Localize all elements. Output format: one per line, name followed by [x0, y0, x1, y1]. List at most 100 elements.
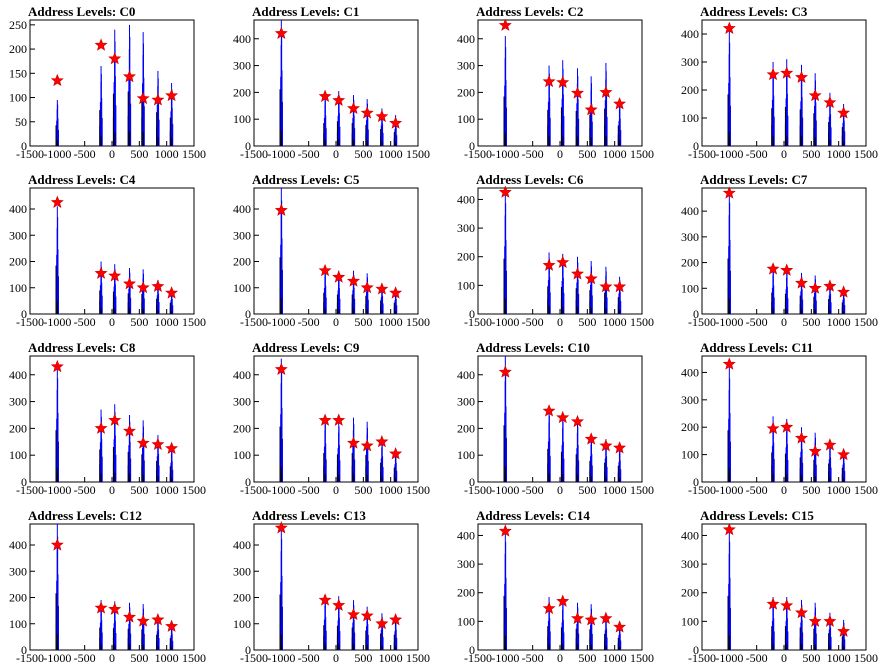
y-tick-label: 150	[9, 66, 27, 80]
x-tick-label: -1500	[688, 147, 716, 161]
y-tick-label: 400	[681, 27, 699, 41]
panel-svg: Address Levels: C15 0 100 200 300 400 -1500 -10…	[681, 508, 878, 665]
y-tick-label: 0	[245, 475, 251, 489]
y-tick-label: 400	[681, 528, 699, 542]
peak-marker-0	[722, 186, 736, 199]
peak-marker-5	[151, 279, 165, 292]
panel-9: Address Levels: C9 0 100 200 300 400 -1500 -100…	[224, 336, 448, 504]
histogram-peak-2	[560, 253, 565, 314]
histogram-peak-3	[127, 268, 132, 314]
peak-marker-0	[50, 73, 64, 87]
peak-marker-5	[599, 611, 613, 625]
y-tick-label: 200	[681, 83, 699, 97]
y-tick-label: 0	[693, 643, 699, 657]
histogram-peak-0	[727, 31, 731, 146]
y-tick-label: 200	[457, 85, 475, 99]
peak-marker-1	[766, 421, 780, 435]
peak-marker-2	[780, 598, 794, 612]
peak-marker-3	[347, 436, 360, 449]
peak-marker-5	[599, 279, 613, 293]
peak-marker-4	[136, 281, 150, 294]
x-tick-label: 1500	[854, 483, 878, 497]
histogram-peak-3	[127, 24, 132, 146]
y-tick-label: 50	[15, 115, 27, 129]
x-tick-label: 1000	[379, 651, 403, 665]
histogram-peak-5	[380, 439, 384, 482]
x-tick-label: 500	[578, 147, 596, 161]
panel-14: Address Levels: C14 0 100 200 300 400 -1500 -10…	[448, 504, 672, 672]
x-tick-label: -1500	[240, 315, 268, 329]
x-tick-label: -1500	[688, 651, 716, 665]
peak-marker-6	[389, 447, 403, 460]
x-tick-label: -500	[746, 651, 768, 665]
x-tick-label: -500	[746, 483, 768, 497]
histogram-peak-1	[771, 597, 775, 650]
histogram-peak-5	[828, 440, 832, 482]
histogram-peak-6	[841, 288, 846, 314]
x-tick-label: -1000	[267, 315, 295, 329]
y-tick-label: 300	[9, 395, 27, 409]
y-tick-label: 200	[9, 591, 27, 605]
peak-marker-4	[808, 614, 822, 627]
x-tick-label: 1500	[854, 651, 878, 665]
panel-svg: Address Levels: C9 0 100 200 300 400 -1500 -100…	[233, 340, 430, 497]
peak-marker-5	[823, 279, 837, 292]
peak-marker-4	[584, 613, 598, 626]
x-tick-label: 1000	[379, 315, 403, 329]
y-tick-label: 300	[681, 230, 699, 244]
panel-title: Address Levels: C10	[476, 340, 590, 355]
x-tick-label: 1000	[155, 147, 179, 161]
x-tick-label: 0	[557, 483, 563, 497]
x-tick-label: 500	[130, 147, 148, 161]
histogram-peak-2	[560, 599, 565, 650]
x-tick-label: -500	[522, 651, 544, 665]
histogram-peak-6	[393, 289, 398, 314]
panel-title: Address Levels: C6	[476, 172, 584, 187]
peak-marker-6	[613, 279, 627, 293]
x-tick-label: 1500	[182, 651, 206, 665]
y-tick-label: 300	[457, 59, 475, 73]
x-tick-label: 1500	[406, 315, 430, 329]
histogram-peak-3	[799, 64, 804, 146]
peak-marker-0	[274, 203, 288, 216]
panel-5: Address Levels: C5 0 100 200 300 400 -1500 -100…	[224, 168, 448, 336]
panel-title: Address Levels: C2	[476, 4, 583, 19]
histogram-peak-0	[503, 356, 507, 482]
histogram-peak-0	[279, 526, 283, 650]
x-tick-label: -1500	[16, 651, 44, 665]
peak-marker-6	[837, 447, 851, 461]
x-tick-label: 1500	[854, 147, 878, 161]
y-tick-label: 100	[457, 448, 475, 462]
x-tick-label: -1000	[491, 147, 519, 161]
y-tick-label: 200	[681, 420, 699, 434]
y-tick-label: 300	[233, 395, 251, 409]
x-tick-label: 1500	[630, 651, 654, 665]
y-tick-label: 300	[457, 395, 475, 409]
panel-svg: Address Levels: C14 0 100 200 300 400 -1500 -10…	[457, 508, 654, 665]
peak-marker-1	[94, 601, 108, 614]
peak-marker-3	[795, 70, 808, 83]
peak-marker-0	[50, 195, 64, 208]
peak-marker-3	[795, 431, 808, 444]
peak-marker-5	[375, 282, 389, 295]
histogram-peak-2	[784, 597, 789, 650]
x-tick-label: 1500	[630, 147, 654, 161]
x-tick-label: 0	[781, 651, 787, 665]
panel-svg: Address Levels: C12 0 100 200 300 400 -1500 -10…	[9, 508, 206, 665]
peak-marker-3	[347, 274, 360, 287]
peak-marker-4	[360, 438, 374, 452]
peak-marker-4	[360, 281, 374, 294]
histogram-peak-3	[351, 417, 356, 482]
y-tick-label: 0	[245, 139, 251, 153]
histogram-peak-1	[771, 266, 775, 314]
peak-marker-0	[274, 362, 288, 375]
panel-1: Address Levels: C1 0 100 200 300 400 -1500 -100…	[224, 0, 448, 168]
peak-marker-0	[498, 365, 512, 378]
peak-marker-2	[108, 602, 122, 615]
y-tick-label: 0	[245, 307, 251, 321]
y-tick-label: 200	[233, 421, 251, 435]
histogram-peak-5	[828, 92, 832, 146]
y-tick-label: 200	[9, 421, 27, 435]
y-tick-label: 300	[233, 59, 251, 73]
